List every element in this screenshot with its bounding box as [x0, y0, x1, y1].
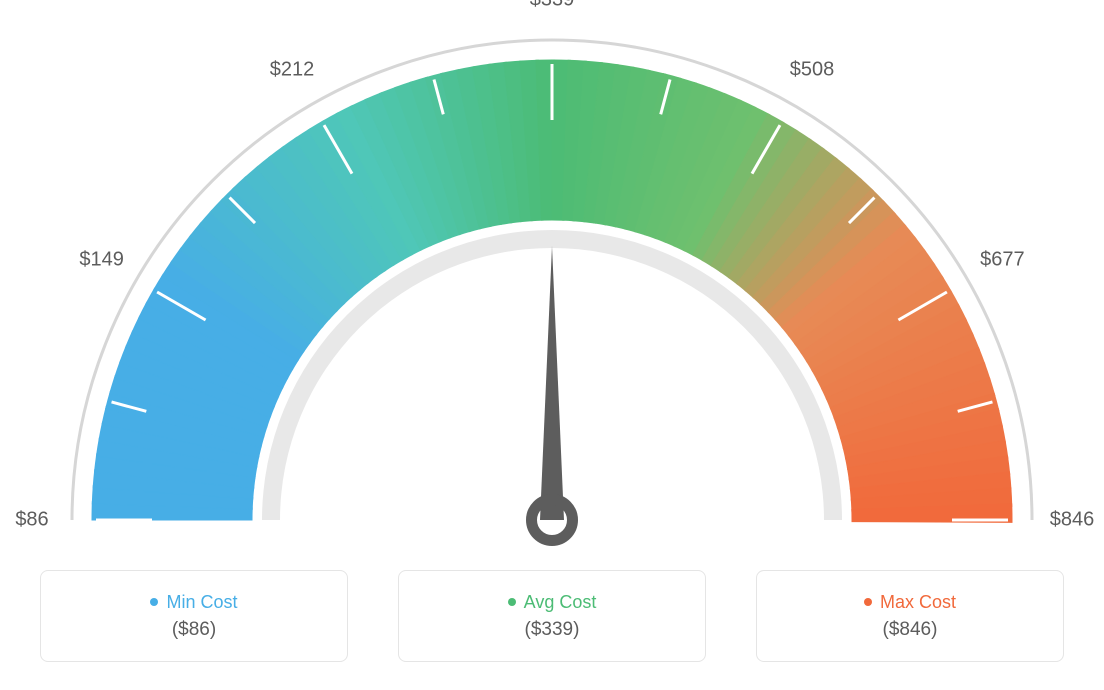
gauge-tick-label: $212 [270, 58, 315, 81]
legend-title-max: Max Cost [864, 592, 956, 613]
gauge-tick-label: $846 [1050, 509, 1095, 532]
legend-row: Min Cost ($86) Avg Cost ($339) Max Cost … [0, 570, 1104, 662]
legend-title-text-avg: Avg Cost [524, 592, 597, 613]
legend-value-min: ($86) [172, 619, 216, 641]
legend-dot-min [150, 598, 158, 606]
gauge-tick-label: $677 [980, 249, 1025, 272]
gauge-tick-label: $149 [79, 249, 124, 272]
legend-dot-max [864, 598, 872, 606]
legend-dot-avg [508, 598, 516, 606]
gauge-svg [0, 0, 1104, 560]
gauge-tick-label: $508 [790, 58, 835, 81]
legend-title-avg: Avg Cost [508, 592, 597, 613]
legend-title-text-max: Max Cost [880, 592, 956, 613]
legend-value-max: ($846) [883, 619, 938, 641]
legend-card-min: Min Cost ($86) [40, 570, 348, 662]
gauge-container: $86 $149 $212 $339 $508 $677 $846 [0, 0, 1104, 560]
legend-title-min: Min Cost [150, 592, 237, 613]
legend-value-avg: ($339) [525, 619, 580, 641]
legend-title-text-min: Min Cost [166, 592, 237, 613]
legend-card-avg: Avg Cost ($339) [398, 570, 706, 662]
gauge-tick-label: $339 [530, 0, 575, 12]
legend-card-max: Max Cost ($846) [756, 570, 1064, 662]
gauge-tick-label: $86 [15, 509, 48, 532]
